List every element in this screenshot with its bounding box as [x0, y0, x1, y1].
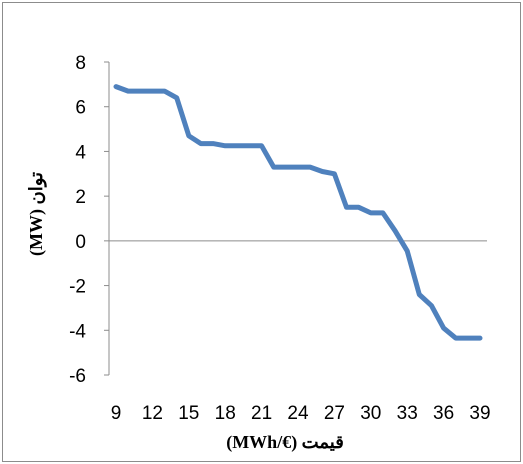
x-tick-label: 33 — [397, 403, 418, 424]
x-tick-label: 39 — [469, 403, 490, 424]
y-tick-label: 0 — [75, 232, 86, 253]
x-tick-labels: 9 12 15 18 21 24 27 30 33 36 39 — [111, 403, 491, 424]
y-tick-marks — [104, 61, 109, 376]
y-tick-label: 2 — [75, 187, 86, 208]
x-tick-label: 12 — [142, 403, 163, 424]
y-tick-label: -2 — [69, 277, 86, 298]
x-tick-label: 36 — [433, 403, 454, 424]
x-tick-label: 27 — [324, 403, 345, 424]
x-tick-label: 18 — [215, 403, 236, 424]
y-tick-label: -6 — [69, 366, 86, 387]
y-tick-label: 6 — [75, 98, 86, 119]
series-line — [113, 84, 483, 341]
y-tick-label: 4 — [75, 142, 86, 163]
series-group — [113, 84, 483, 341]
y-axis-title: توان (MW) — [26, 172, 47, 256]
y-tick-label: 8 — [75, 53, 86, 74]
x-tick-label: 21 — [251, 403, 272, 424]
x-tick-label: 15 — [178, 403, 199, 424]
x-axis-title: قیمت (€/MWh) — [226, 432, 344, 453]
y-tick-label: -4 — [69, 321, 86, 342]
x-tick-label: 30 — [360, 403, 381, 424]
y-tick-labels: 8 6 4 2 0 -2 -4 -6 — [69, 53, 86, 387]
x-tick-label: 9 — [111, 403, 122, 424]
x-tick-label: 24 — [287, 403, 309, 424]
